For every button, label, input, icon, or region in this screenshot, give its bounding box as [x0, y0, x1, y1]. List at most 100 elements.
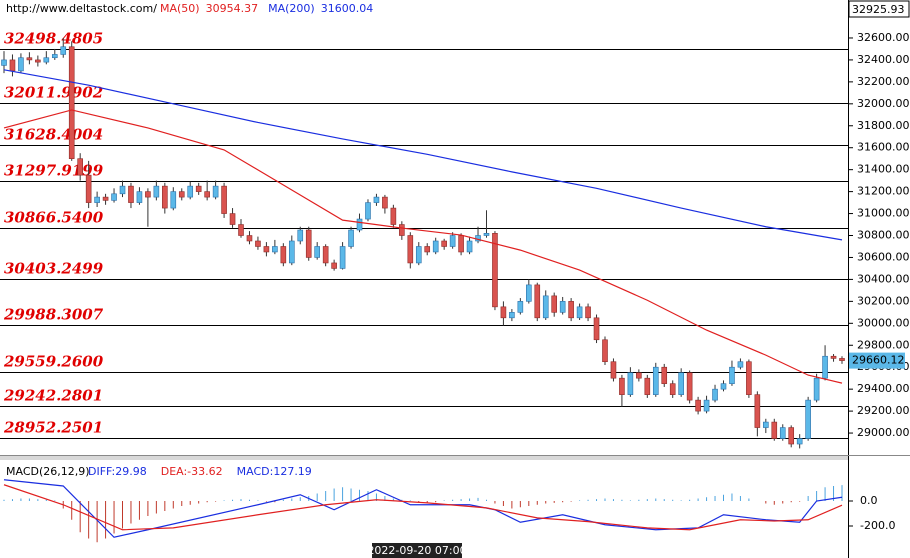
current-price-box [849, 352, 905, 369]
y-tick-label: 29800.00 [857, 338, 910, 351]
candle-body [839, 358, 845, 361]
candle-body [509, 312, 515, 319]
candle-body [703, 399, 710, 412]
candle-body [661, 366, 668, 384]
candle-body [102, 196, 109, 201]
candle-body [500, 306, 507, 319]
candle-body [830, 355, 837, 359]
candle-body [390, 207, 397, 225]
candle-body [754, 394, 761, 428]
candle-body [737, 361, 744, 368]
candle-body [238, 224, 244, 236]
level-label: 30866.5400 [4, 209, 104, 227]
y-tick-label: 31400.00 [857, 163, 910, 176]
y-tick-label: 29000.00 [857, 426, 910, 439]
source-url: http://www.deltastock.com/ [6, 2, 157, 15]
candle-body [77, 158, 83, 176]
y-tick-label: 31600.00 [857, 141, 910, 154]
candle-body [449, 235, 456, 247]
candle-body [246, 235, 253, 242]
candle-body [204, 191, 210, 198]
y-tick-label: 30400.00 [857, 272, 910, 285]
time-box [372, 543, 462, 558]
y-tick-label: 0.0 [860, 494, 878, 507]
candle-body [568, 301, 574, 319]
legend-name: MA(200) [268, 2, 315, 15]
y-tick-label: 31000.00 [857, 207, 910, 220]
candle-body [68, 46, 75, 159]
candle-body [686, 372, 693, 401]
level-label: 32011.9902 [4, 84, 103, 102]
legend-value: 30954.37 [206, 2, 259, 15]
candle-body [94, 196, 100, 203]
y-tick-label: 32200.00 [857, 75, 910, 88]
legend-name: MA(50) [160, 2, 200, 15]
candle-body [373, 196, 380, 203]
y-tick-label: -200.0 [860, 519, 895, 532]
y-tick-label: 32600.00 [857, 31, 910, 44]
candle-body [85, 174, 92, 203]
candle-body [43, 57, 50, 63]
y-tick-label: 32400.00 [857, 53, 910, 66]
candle-body [162, 185, 168, 209]
y-tick-label: 30600.00 [857, 250, 910, 263]
level-label: 29242.2801 [3, 387, 103, 405]
candle-body [255, 240, 261, 247]
candle-body [551, 295, 558, 313]
candle-body [746, 361, 752, 395]
candle-body [128, 185, 134, 203]
candle-body [729, 366, 735, 384]
candle-body [559, 301, 566, 313]
legend-label: DIFF:29.98 [88, 465, 147, 478]
y-tick-label: 30200.00 [857, 294, 910, 307]
candle-body [619, 377, 625, 395]
candle-body [771, 421, 778, 439]
candle-body [51, 54, 58, 59]
candle-body [593, 317, 600, 341]
y-tick-label: 30000.00 [857, 316, 910, 329]
candle-body [1, 59, 7, 66]
level-label: 29988.3007 [3, 306, 104, 324]
candle-body [9, 59, 16, 72]
candle-body [407, 235, 414, 264]
candle-body [720, 383, 727, 390]
candle-body [805, 399, 811, 439]
candle-body [136, 191, 143, 203]
level-label: 30403.2499 [4, 260, 104, 278]
candle-body [153, 185, 160, 198]
candle-body [585, 306, 591, 319]
legend-label: MACD:127.19 [237, 465, 312, 478]
legend-value: 31600.04 [321, 2, 374, 15]
candle-body [382, 196, 388, 209]
top-price-box [848, 0, 910, 18]
candle-body [272, 246, 278, 253]
y-tick-label: 30800.00 [857, 229, 910, 242]
candle-body [542, 295, 549, 319]
candle-body [822, 355, 828, 379]
candle-body [432, 240, 439, 253]
candle-body [288, 240, 295, 264]
candle-body [280, 246, 287, 264]
candle-body [195, 185, 202, 192]
y-tick-label: 32000.00 [857, 97, 910, 110]
candle-body [339, 246, 346, 269]
legend-label: DEA:-33.62 [161, 465, 223, 478]
candle-body [35, 59, 41, 63]
candle-body [263, 246, 270, 253]
candle-body [610, 361, 617, 379]
candle-body [297, 229, 304, 242]
candle-body [111, 193, 117, 201]
level-label: 32498.4805 [4, 30, 103, 48]
candle-body [779, 427, 786, 439]
candle-body [212, 185, 219, 198]
candle-body [119, 185, 126, 195]
candle-body [788, 427, 795, 445]
current-price-label: 29660.12 [852, 354, 905, 367]
macd-title: MACD(26,12,9) [6, 465, 90, 478]
candle-body [627, 372, 634, 395]
candle-body [145, 191, 151, 198]
candle-body [466, 240, 473, 253]
candle-body [365, 202, 371, 220]
candle-body [492, 233, 498, 308]
